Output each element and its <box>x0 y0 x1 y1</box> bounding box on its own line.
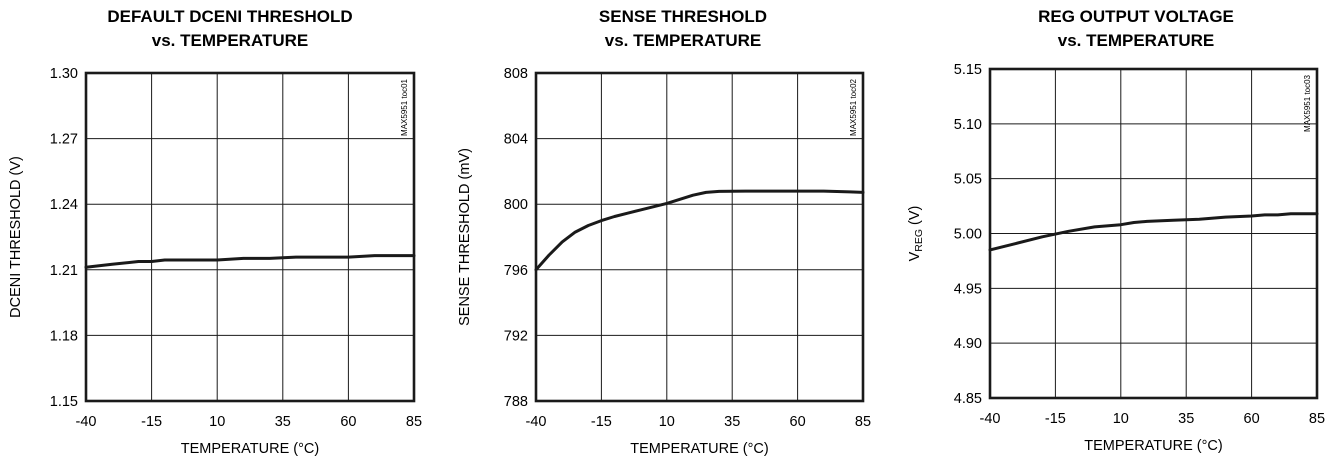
series-line <box>988 212 1319 252</box>
y-tick-label: 5.15 <box>954 62 982 78</box>
y-tick-label: 5.00 <box>954 227 982 243</box>
y-tick-label: 800 <box>504 197 528 213</box>
chart-title-line-2: vs. TEMPERATURE <box>605 31 762 50</box>
figure-code: MAX5951 toc02 <box>849 78 858 135</box>
chart-title-line-1: DEFAULT DCENI THRESHOLD <box>107 7 352 26</box>
reg-output-voltage-chart: REG OUTPUT VOLTAGE vs. TEMPERATURE -40 -15 1… <box>891 0 1337 462</box>
y-tick-label: 1.21 <box>50 263 78 279</box>
y-tick-label: 4.95 <box>954 281 982 297</box>
y-tick-label: 1.27 <box>50 132 78 148</box>
x-tick-label: -40 <box>76 414 97 430</box>
x-tick-label: 35 <box>1178 411 1194 427</box>
x-tick-label: 10 <box>1113 411 1129 427</box>
dceni-threshold-chart: DEFAULT DCENI THRESHOLD vs. TEMPERATURE -4… <box>0 0 445 462</box>
chart-title-line-2: vs. TEMPERATURE <box>152 31 309 50</box>
figure-code: MAX5951 toc01 <box>400 78 409 135</box>
y-tick-label: 5.10 <box>954 117 982 133</box>
y-tick-label: 1.15 <box>50 394 78 410</box>
y-tick-label: 4.85 <box>954 391 982 407</box>
y-tick-label: 1.24 <box>50 197 78 213</box>
y-axis-label: DCENI THRESHOLD (V) <box>8 156 24 318</box>
x-tick-label: 60 <box>1244 411 1260 427</box>
y-tick-label: 792 <box>504 328 528 344</box>
chart-svg: REG OUTPUT VOLTAGE vs. TEMPERATURE -40 -15 1… <box>907 7 1325 454</box>
chart-svg: SENSE THRESHOLD vs. TEMPERATURE -40 -15 10 35… <box>457 7 871 457</box>
plot-frame <box>988 67 1319 400</box>
x-tick-label: 85 <box>1309 411 1325 427</box>
figure-code: MAX5951 toc03 <box>1303 74 1312 131</box>
chart-title-line-1: REG OUTPUT VOLTAGE <box>1038 7 1234 26</box>
x-tick-label: 60 <box>340 414 356 430</box>
x-axis-label: TEMPERATURE (°C) <box>630 441 768 457</box>
x-tick-label: -15 <box>1045 411 1066 427</box>
plot-frame <box>84 71 416 403</box>
series-line <box>534 189 865 272</box>
sense-threshold-chart: SENSE THRESHOLD vs. TEMPERATURE -40 -15 10 35… <box>445 0 891 462</box>
x-tick-label: 60 <box>790 414 806 430</box>
y-tick-label: 1.30 <box>50 66 78 82</box>
y-tick-label: 4.90 <box>954 336 982 352</box>
x-tick-label: 10 <box>209 414 225 430</box>
x-axis-label: TEMPERATURE (°C) <box>181 441 319 457</box>
plot-frame <box>534 71 865 403</box>
chart-svg: DEFAULT DCENI THRESHOLD vs. TEMPERATURE -4… <box>8 7 422 457</box>
y-tick-label: 788 <box>504 394 528 410</box>
x-tick-label: -15 <box>591 414 612 430</box>
x-tick-label: 85 <box>855 414 871 430</box>
x-tick-label: 10 <box>659 414 675 430</box>
x-tick-label: 35 <box>275 414 291 430</box>
y-axis-label: SENSE THRESHOLD (mV) <box>457 148 473 326</box>
x-tick-label: -15 <box>141 414 162 430</box>
x-tick-label: -40 <box>980 411 1001 427</box>
series-line <box>84 254 416 269</box>
y-tick-label: 808 <box>504 66 528 82</box>
chart-title-line-2: vs. TEMPERATURE <box>1058 31 1215 50</box>
chart-title-line-1: SENSE THRESHOLD <box>599 7 767 26</box>
x-tick-label: -40 <box>526 414 547 430</box>
x-axis-label: TEMPERATURE (°C) <box>1084 438 1222 454</box>
x-tick-label: 85 <box>406 414 422 430</box>
y-tick-label: 5.05 <box>954 172 982 188</box>
y-tick-label: 804 <box>504 132 528 148</box>
x-tick-label: 35 <box>724 414 740 430</box>
y-axis-label: VREG (V) <box>907 206 925 262</box>
y-tick-label: 796 <box>504 263 528 279</box>
y-tick-label: 1.18 <box>50 328 78 344</box>
